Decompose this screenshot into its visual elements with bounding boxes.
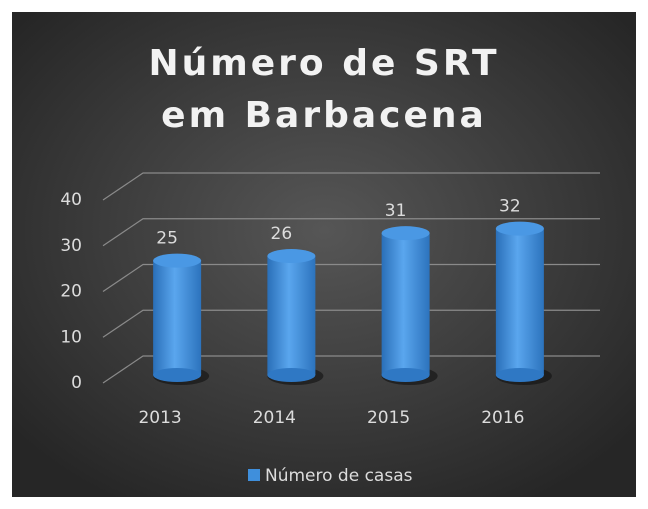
y-tick-label: 0 — [71, 373, 82, 393]
bar-body — [267, 256, 316, 375]
bar-body — [495, 228, 544, 375]
bar-bottom — [267, 368, 316, 382]
bar-top — [381, 226, 430, 241]
x-tick-label: 2013 — [138, 408, 181, 428]
chart-title: Número de SRT em Barbacena — [148, 43, 500, 136]
data-label: 26 — [271, 224, 293, 244]
bar-body — [153, 260, 202, 375]
bar-bottom — [495, 368, 544, 382]
x-tick-label: 2014 — [253, 408, 296, 428]
y-tick-label: 20 — [60, 282, 82, 302]
y-tick-label: 10 — [60, 327, 82, 347]
bar-top — [153, 253, 202, 268]
bar-top — [267, 249, 316, 264]
bar-bottom — [153, 368, 202, 382]
data-label: 32 — [499, 197, 521, 217]
data-label: 25 — [156, 229, 178, 249]
data-label: 31 — [385, 201, 407, 221]
grid-line — [102, 263, 600, 292]
x-tick-label: 2015 — [367, 408, 410, 428]
grid-line — [102, 309, 600, 338]
grid-line — [102, 172, 600, 201]
bar-bottom — [381, 368, 430, 382]
legend-swatch — [248, 469, 260, 481]
grid-line — [102, 355, 600, 384]
legend-label: Número de casas — [265, 466, 413, 486]
y-tick-label: 30 — [60, 236, 82, 256]
y-tick-label: 40 — [60, 190, 82, 210]
grid-line — [102, 218, 600, 247]
bar-top — [495, 221, 544, 236]
bar-body — [381, 233, 430, 375]
x-tick-label: 2016 — [481, 408, 524, 428]
